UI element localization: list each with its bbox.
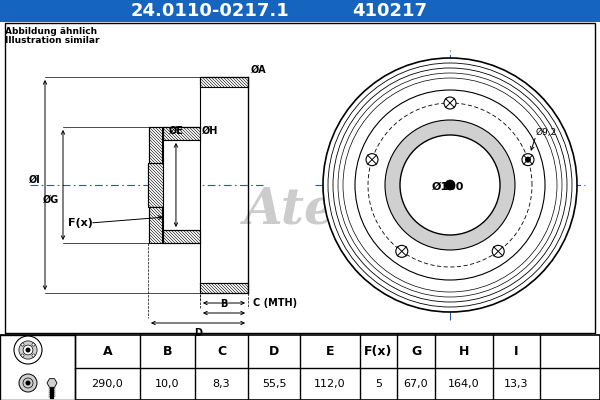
Text: 290,0: 290,0 [92, 379, 124, 389]
Text: 13,3: 13,3 [504, 379, 529, 389]
Text: ØA: ØA [251, 65, 266, 75]
Text: Illustration similar: Illustration similar [5, 36, 100, 45]
Polygon shape [47, 379, 57, 387]
Circle shape [396, 245, 408, 257]
Circle shape [385, 120, 515, 250]
Bar [200, 283, 248, 293]
Text: ØH: ØH [202, 126, 218, 136]
Text: 5: 5 [375, 379, 382, 389]
Text: C (MTH): C (MTH) [253, 298, 297, 308]
Circle shape [23, 345, 33, 355]
Bar [0, 335, 75, 400]
Text: E: E [326, 345, 334, 358]
Circle shape [366, 154, 378, 166]
Text: Ø100: Ø100 [432, 182, 464, 192]
Bar [163, 127, 200, 140]
Bar [148, 163, 163, 207]
Text: B: B [163, 345, 172, 358]
Text: 8,3: 8,3 [212, 379, 230, 389]
Text: D: D [269, 345, 279, 358]
Text: G: G [411, 345, 421, 358]
Text: B: B [220, 299, 227, 309]
Text: ØE: ØE [169, 126, 184, 136]
Circle shape [525, 157, 531, 163]
Circle shape [400, 135, 500, 235]
Circle shape [21, 354, 24, 357]
Text: Ate: Ate [244, 186, 337, 234]
Text: ØI: ØI [29, 175, 41, 185]
Text: F(x): F(x) [68, 218, 93, 228]
Text: ®: ® [320, 190, 340, 210]
Circle shape [25, 380, 31, 386]
Bar [163, 140, 200, 230]
Circle shape [19, 341, 37, 359]
Text: I: I [514, 345, 519, 358]
Bar [200, 77, 248, 87]
Circle shape [323, 58, 577, 312]
Circle shape [445, 180, 455, 190]
Bar [0, 0, 600, 22]
Circle shape [25, 348, 31, 352]
Circle shape [32, 343, 35, 346]
Circle shape [444, 97, 456, 109]
Text: Abbildung ähnlich: Abbildung ähnlich [5, 27, 97, 36]
Text: 24.0110-0217.1: 24.0110-0217.1 [131, 2, 289, 20]
Bar [149, 127, 162, 163]
Bar [163, 230, 200, 243]
Text: H: H [459, 345, 469, 358]
Text: 112,0: 112,0 [314, 379, 346, 389]
Bar [149, 207, 162, 243]
Bar [5, 23, 595, 333]
Circle shape [492, 245, 504, 257]
Circle shape [21, 343, 24, 346]
Text: 10,0: 10,0 [155, 379, 180, 389]
Circle shape [522, 154, 534, 166]
Circle shape [19, 374, 37, 392]
Bar [0, 335, 600, 400]
Circle shape [32, 354, 35, 357]
Text: C: C [217, 345, 226, 358]
Text: 67,0: 67,0 [404, 379, 428, 389]
Text: 55,5: 55,5 [262, 379, 286, 389]
Text: 410217: 410217 [353, 2, 427, 20]
Text: ØG: ØG [43, 195, 59, 205]
Text: 164,0: 164,0 [448, 379, 480, 389]
Text: D: D [194, 328, 202, 338]
Text: Ø9,2: Ø9,2 [536, 128, 557, 137]
Text: F(x): F(x) [364, 345, 392, 358]
Text: A: A [103, 345, 112, 358]
Circle shape [14, 336, 42, 364]
Circle shape [23, 378, 33, 388]
